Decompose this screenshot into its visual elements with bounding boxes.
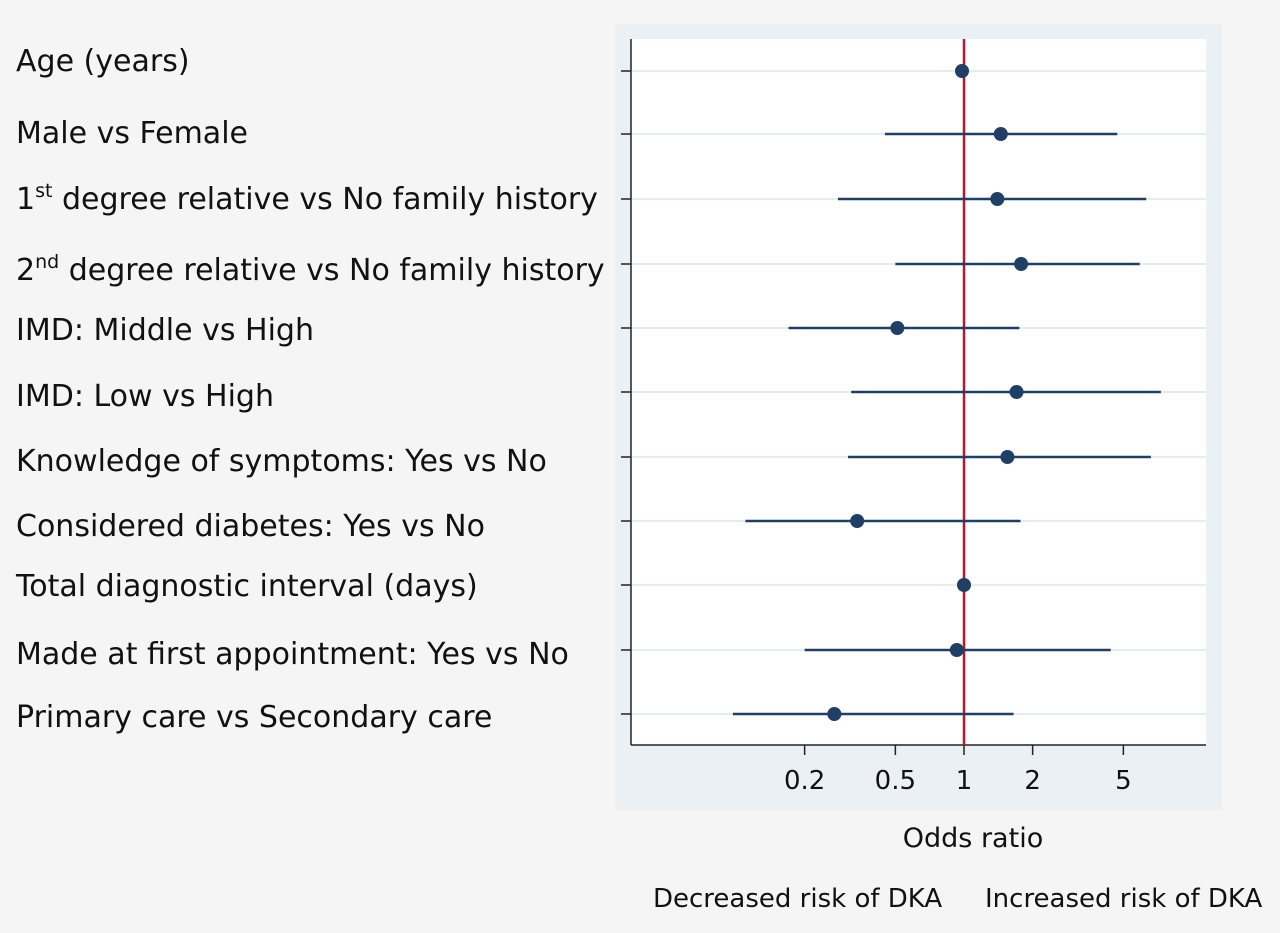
- label-first-degree-rest: degree relative vs No family history: [52, 182, 598, 217]
- point-estimate: [954, 64, 969, 78]
- point-estimate: [1000, 450, 1015, 464]
- label-first-degree-sup: st: [35, 180, 53, 202]
- point-estimate: [990, 192, 1005, 206]
- row-label-second-degree: 2nd degree relative vs No family history: [16, 253, 605, 289]
- label-second-degree-rest: degree relative vs No family history: [59, 253, 605, 288]
- label-second-degree-main: 2: [16, 253, 36, 288]
- row-label-interval: Total diagnostic interval (days): [16, 569, 478, 604]
- increased-risk-label: Increased risk of DKA: [985, 884, 1263, 914]
- x-tick-label: 2: [1024, 766, 1041, 796]
- row-label-age: Age (years): [16, 44, 190, 79]
- row-label-imd-low: IMD: Low vs High: [16, 379, 274, 414]
- x-tick-label: 0.2: [784, 766, 825, 796]
- x-tick-label: 5: [1115, 766, 1132, 796]
- y-ticks: [621, 70, 631, 715]
- x-tick-label: 1: [956, 766, 973, 796]
- point-estimates: [827, 64, 1029, 721]
- point-estimate: [827, 707, 842, 721]
- point-estimate: [957, 578, 971, 592]
- point-estimate: [949, 643, 964, 657]
- row-label-imd-middle: IMD: Middle vs High: [16, 313, 314, 348]
- point-estimate: [1014, 257, 1029, 271]
- row-label-considered: Considered diabetes: Yes vs No: [16, 509, 485, 544]
- point-estimate: [1009, 385, 1024, 399]
- label-second-degree-sup: nd: [35, 251, 60, 273]
- decreased-risk-label: Decreased risk of DKA: [653, 884, 943, 914]
- row-label-first-degree: 1st degree relative vs No family history: [16, 182, 598, 218]
- row-label-knowledge: Knowledge of symptoms: Yes vs No: [16, 444, 547, 479]
- point-estimate: [993, 127, 1008, 141]
- label-first-degree-main: 1: [16, 182, 36, 217]
- row-label-sex: Male vs Female: [16, 116, 248, 151]
- point-estimate: [890, 321, 905, 335]
- row-label-first-appointment: Made at first appointment: Yes vs No: [16, 637, 569, 672]
- x-axis-label: Odds ratio: [903, 823, 1043, 854]
- x-tick-label: 0.5: [875, 766, 916, 796]
- row-label-care: Primary care vs Secondary care: [16, 700, 493, 735]
- point-estimate: [850, 514, 865, 528]
- x-ticks: 0.2 0.5 1 2 5: [784, 745, 1132, 796]
